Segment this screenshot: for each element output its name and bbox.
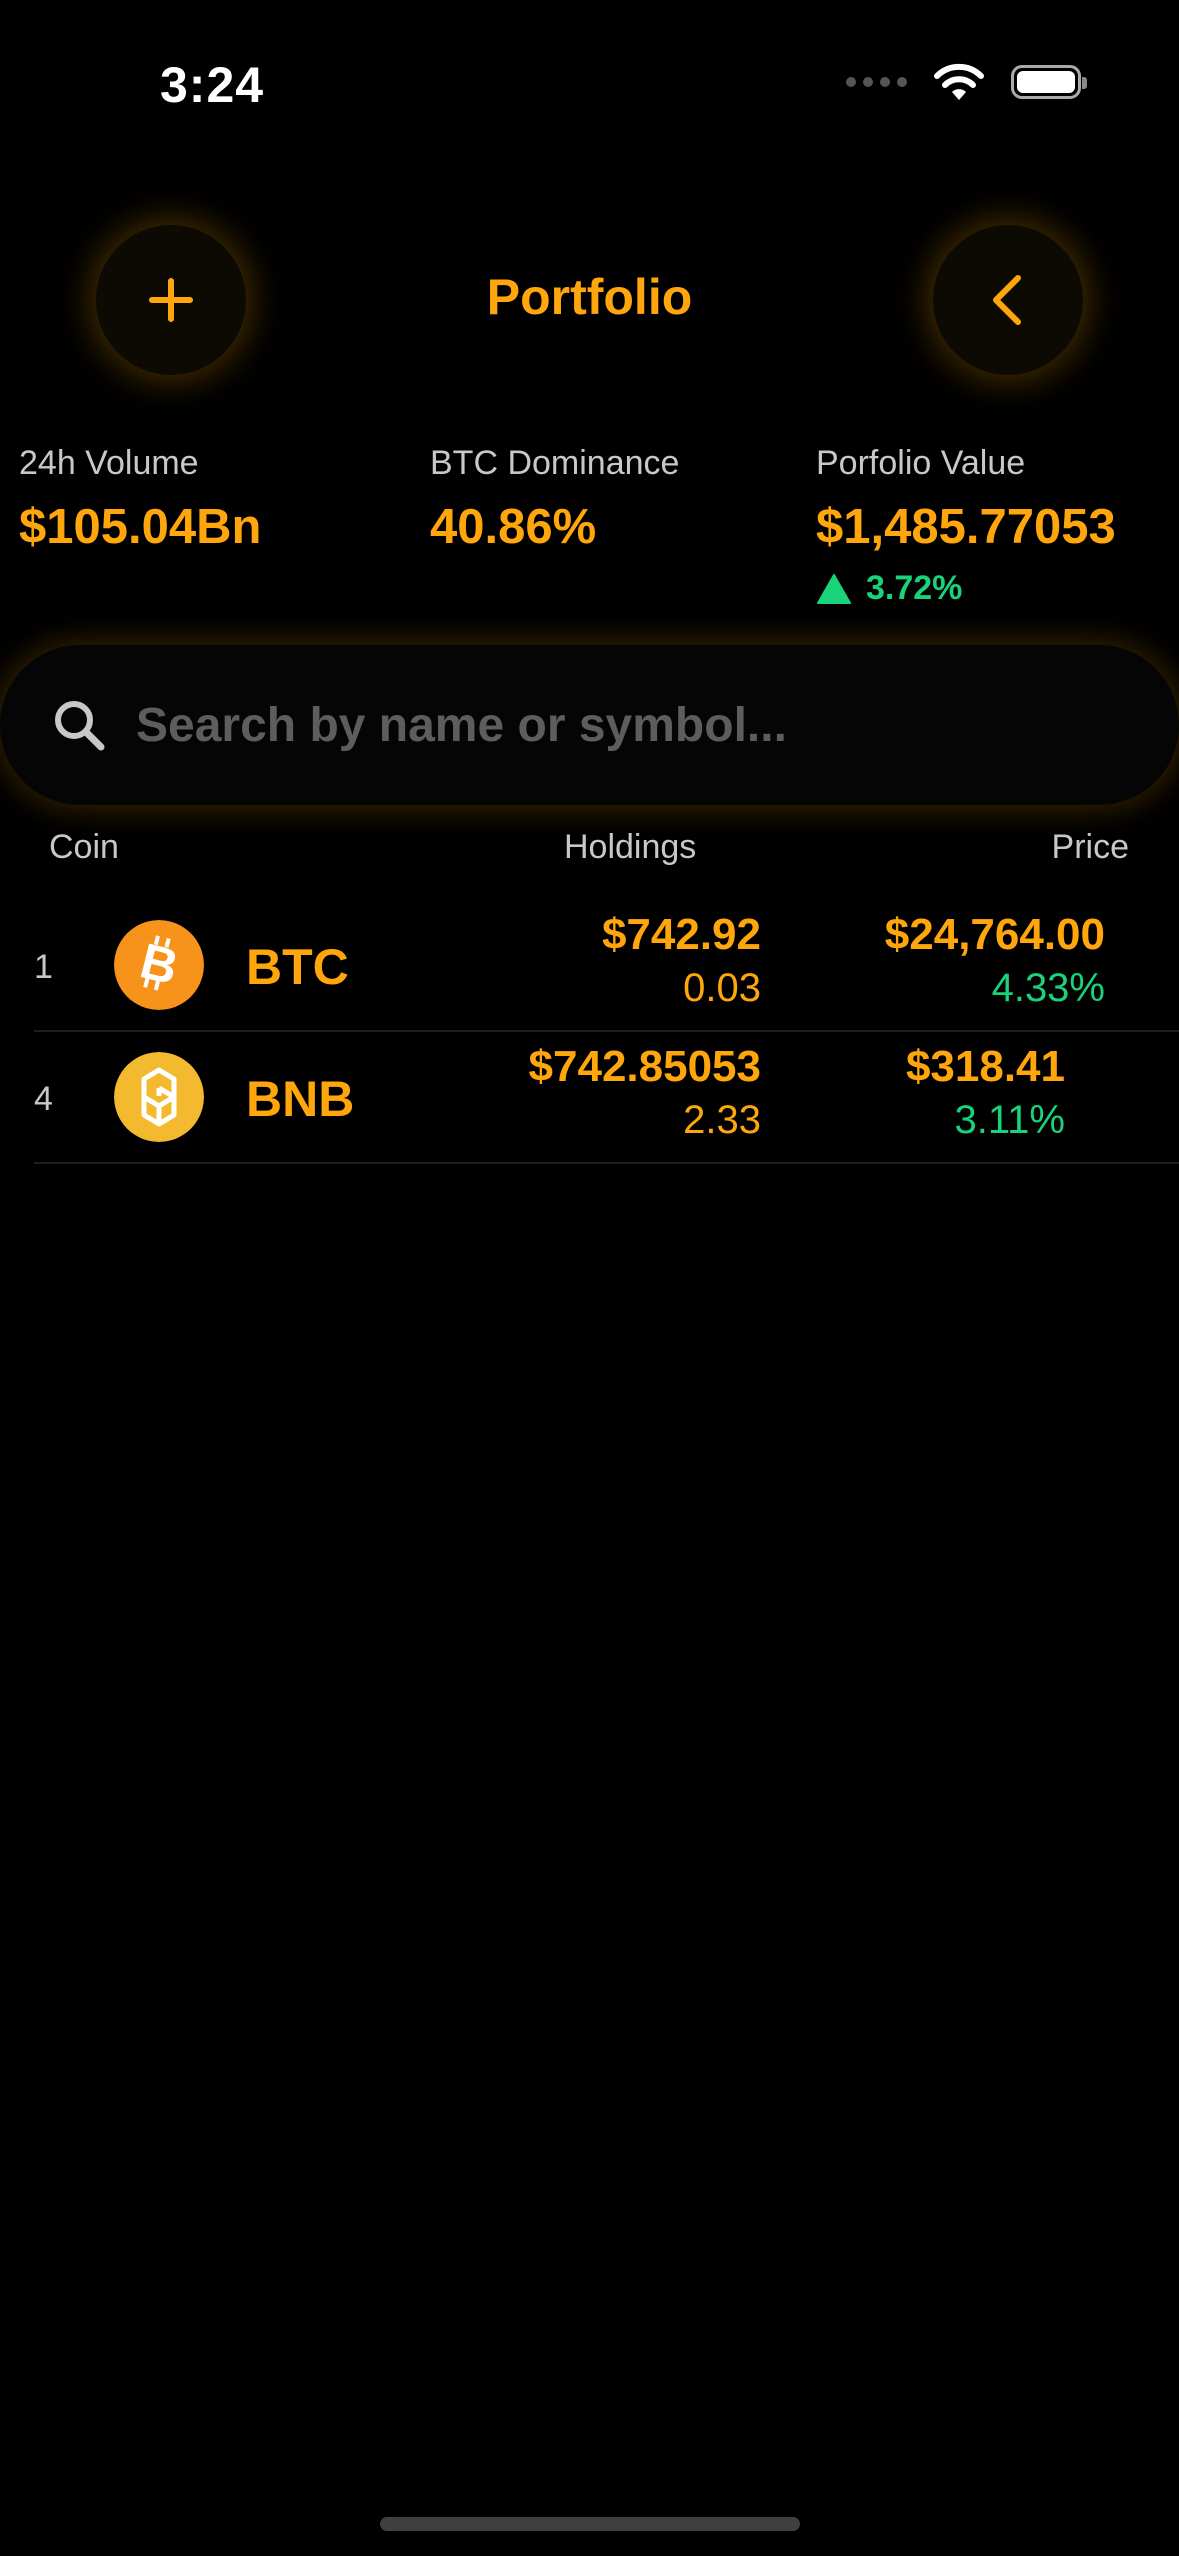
stat-portfolio-value: Porfolio Value $1,485.77053 3.72% <box>816 444 1116 608</box>
stat-value: 40.86% <box>430 500 597 554</box>
battery-icon <box>1011 65 1087 99</box>
coin-rank: 4 <box>34 1080 53 1118</box>
holdings-value: $742.92 <box>601 910 761 959</box>
column-header-coin[interactable]: Coin <box>49 828 119 866</box>
status-icons <box>846 62 1087 102</box>
stat-volume: 24h Volume $105.04Bn <box>19 444 261 555</box>
search-bar[interactable] <box>0 645 1179 805</box>
stat-label: BTC Dominance <box>430 444 680 482</box>
coin-symbol: BNB <box>246 1071 355 1127</box>
add-button[interactable] <box>96 225 246 375</box>
chevron-left-icon <box>993 275 1021 325</box>
stat-btc-dominance: BTC Dominance 40.86% <box>430 444 679 555</box>
wifi-icon <box>934 63 984 100</box>
coin-symbol: BTC <box>246 939 349 995</box>
plus-icon <box>149 278 193 322</box>
search-input[interactable] <box>134 696 1179 754</box>
column-header-holdings[interactable]: Holdings <box>564 828 697 866</box>
stat-value: $105.04Bn <box>19 500 262 554</box>
home-indicator[interactable] <box>380 2517 800 2531</box>
coin-row-bnb[interactable]: 4 BNB $742.85053 2.33 $318.41 3.11% <box>34 1032 1179 1164</box>
coin-price: $24,764.00 <box>884 910 1105 959</box>
holdings-value: $742.85053 <box>528 1042 761 1091</box>
stat-value: $1,485.77053 <box>816 500 1116 554</box>
status-time: 3:24 <box>160 57 265 113</box>
bnb-icon <box>114 1052 204 1142</box>
stat-label: 24h Volume <box>19 444 199 482</box>
page-title: Portfolio <box>486 269 693 325</box>
cellular-signal-icon <box>846 77 907 87</box>
holdings-quantity: 2.33 <box>683 1098 761 1142</box>
back-button[interactable] <box>933 225 1083 375</box>
price-change: 4.33% <box>991 966 1105 1010</box>
column-header-price[interactable]: Price <box>1051 828 1129 866</box>
coin-rank: 1 <box>34 948 53 986</box>
holdings-quantity: 0.03 <box>683 966 761 1010</box>
stat-change-value: 3.72% <box>866 569 963 607</box>
price-change: 3.11% <box>954 1098 1065 1142</box>
coin-row-btc[interactable]: 1 B BTC $742.92 0.03 $24,764.00 4.33% <box>34 900 1179 1032</box>
btc-icon: B <box>114 920 204 1010</box>
stat-label: Porfolio Value <box>816 444 1026 482</box>
stat-change: 3.72% <box>816 569 1116 608</box>
search-icon <box>55 701 105 751</box>
triangle-up-icon <box>817 573 851 604</box>
coin-price: $318.41 <box>905 1042 1065 1091</box>
